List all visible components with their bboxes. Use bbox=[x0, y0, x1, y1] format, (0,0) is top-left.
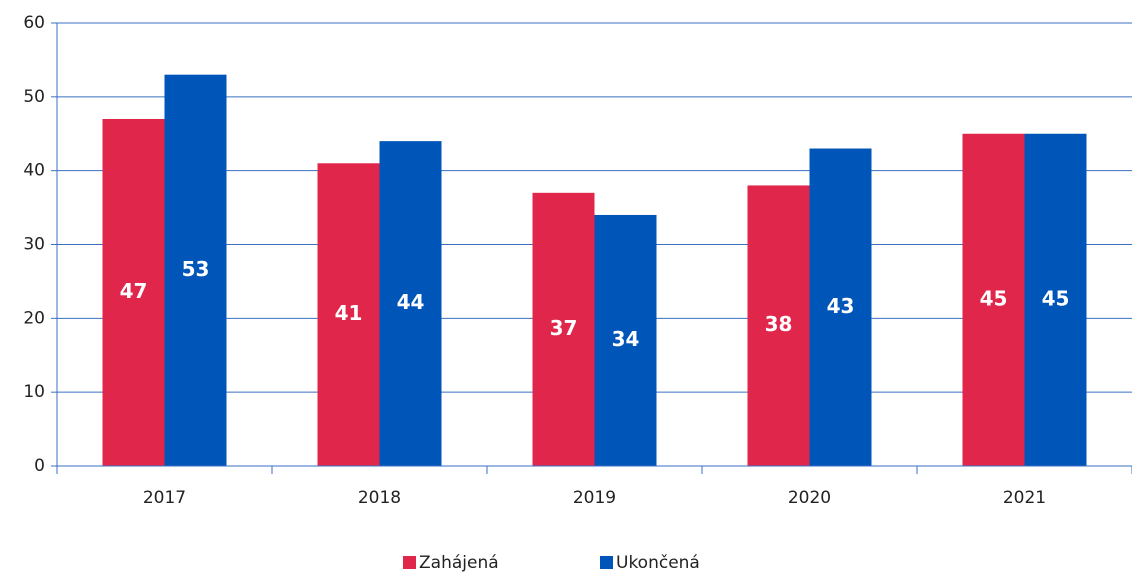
value-label: 41 bbox=[335, 301, 363, 325]
legend-swatch bbox=[403, 556, 416, 569]
value-label: 53 bbox=[182, 257, 210, 281]
x-tick-label: 2021 bbox=[1003, 488, 1046, 508]
bar bbox=[532, 192, 595, 467]
bar bbox=[962, 133, 1025, 466]
x-tick-label: 2018 bbox=[358, 488, 401, 508]
y-tick-label: 0 bbox=[34, 456, 45, 476]
y-tick-label: 50 bbox=[23, 87, 45, 107]
y-tick-label: 10 bbox=[23, 382, 45, 402]
value-label: 38 bbox=[765, 312, 793, 336]
value-label: 47 bbox=[120, 279, 148, 303]
bar bbox=[164, 74, 227, 466]
y-tick-label: 20 bbox=[23, 308, 45, 328]
bar bbox=[1024, 133, 1087, 466]
value-label: 34 bbox=[612, 327, 640, 351]
legend-label: Zahájená bbox=[419, 553, 499, 572]
bar bbox=[809, 148, 872, 466]
bar bbox=[747, 185, 810, 466]
value-label: 44 bbox=[397, 290, 425, 314]
bar bbox=[102, 118, 165, 466]
legend-label: Ukončená bbox=[616, 553, 700, 572]
value-label: 37 bbox=[550, 316, 578, 340]
bar bbox=[379, 141, 442, 466]
y-tick-label: 30 bbox=[23, 235, 45, 255]
bar bbox=[594, 214, 657, 466]
x-tick-label: 2019 bbox=[573, 488, 616, 508]
value-label: 45 bbox=[980, 286, 1008, 310]
legend-swatch bbox=[600, 556, 613, 569]
value-label: 43 bbox=[827, 294, 855, 318]
x-tick-label: 2017 bbox=[143, 488, 186, 508]
y-tick-label: 60 bbox=[23, 13, 45, 33]
y-tick-label: 40 bbox=[23, 161, 45, 181]
value-label: 45 bbox=[1042, 286, 1070, 310]
x-tick-label: 2020 bbox=[788, 488, 831, 508]
bar bbox=[317, 163, 380, 467]
